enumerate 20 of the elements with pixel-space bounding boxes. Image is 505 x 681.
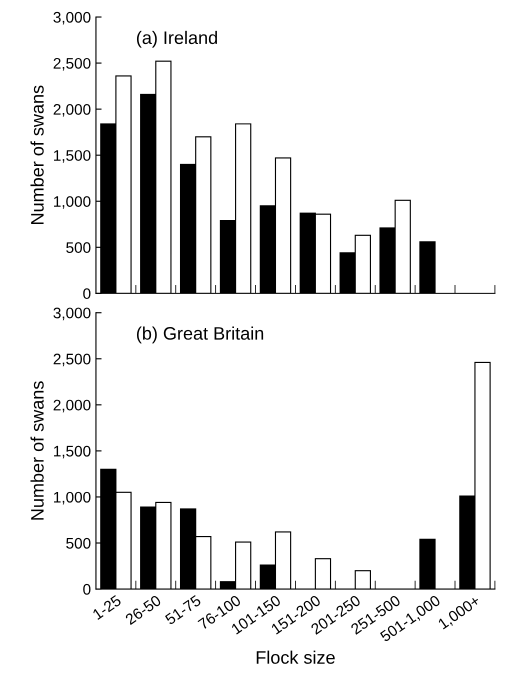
y-tick-label: 0 (83, 584, 90, 595)
y-tick-label: 3,000 (53, 308, 90, 320)
text: (b) Great Britain (136, 326, 264, 344)
y-tick-label: 1,500 (54, 446, 90, 458)
y-tick-label: 2,500 (54, 354, 90, 366)
y-tick-label: 0 (83, 288, 90, 300)
x-tick-label: 1-25 (92, 594, 122, 620)
y-tick-label: 1,000 (54, 492, 90, 504)
y-tick-label: 1,000 (54, 196, 90, 209)
y-axis-title: Number of swans (30, 86, 44, 224)
text: (a) Ireland (136, 30, 217, 48)
x-axis-title: Flock size (256, 650, 335, 664)
y-tick-label: 1,500 (54, 150, 90, 163)
y-tick-label: 2,000 (54, 104, 90, 117)
y-tick-label: 3,000 (53, 12, 90, 25)
y-tick-label: 2,500 (54, 58, 90, 71)
y-tick-label: 500 (66, 538, 90, 549)
y-tick-label: 2,000 (54, 400, 90, 412)
y-tick-label: 500 (66, 242, 90, 253)
y-axis-title: Number of swans (30, 381, 44, 520)
